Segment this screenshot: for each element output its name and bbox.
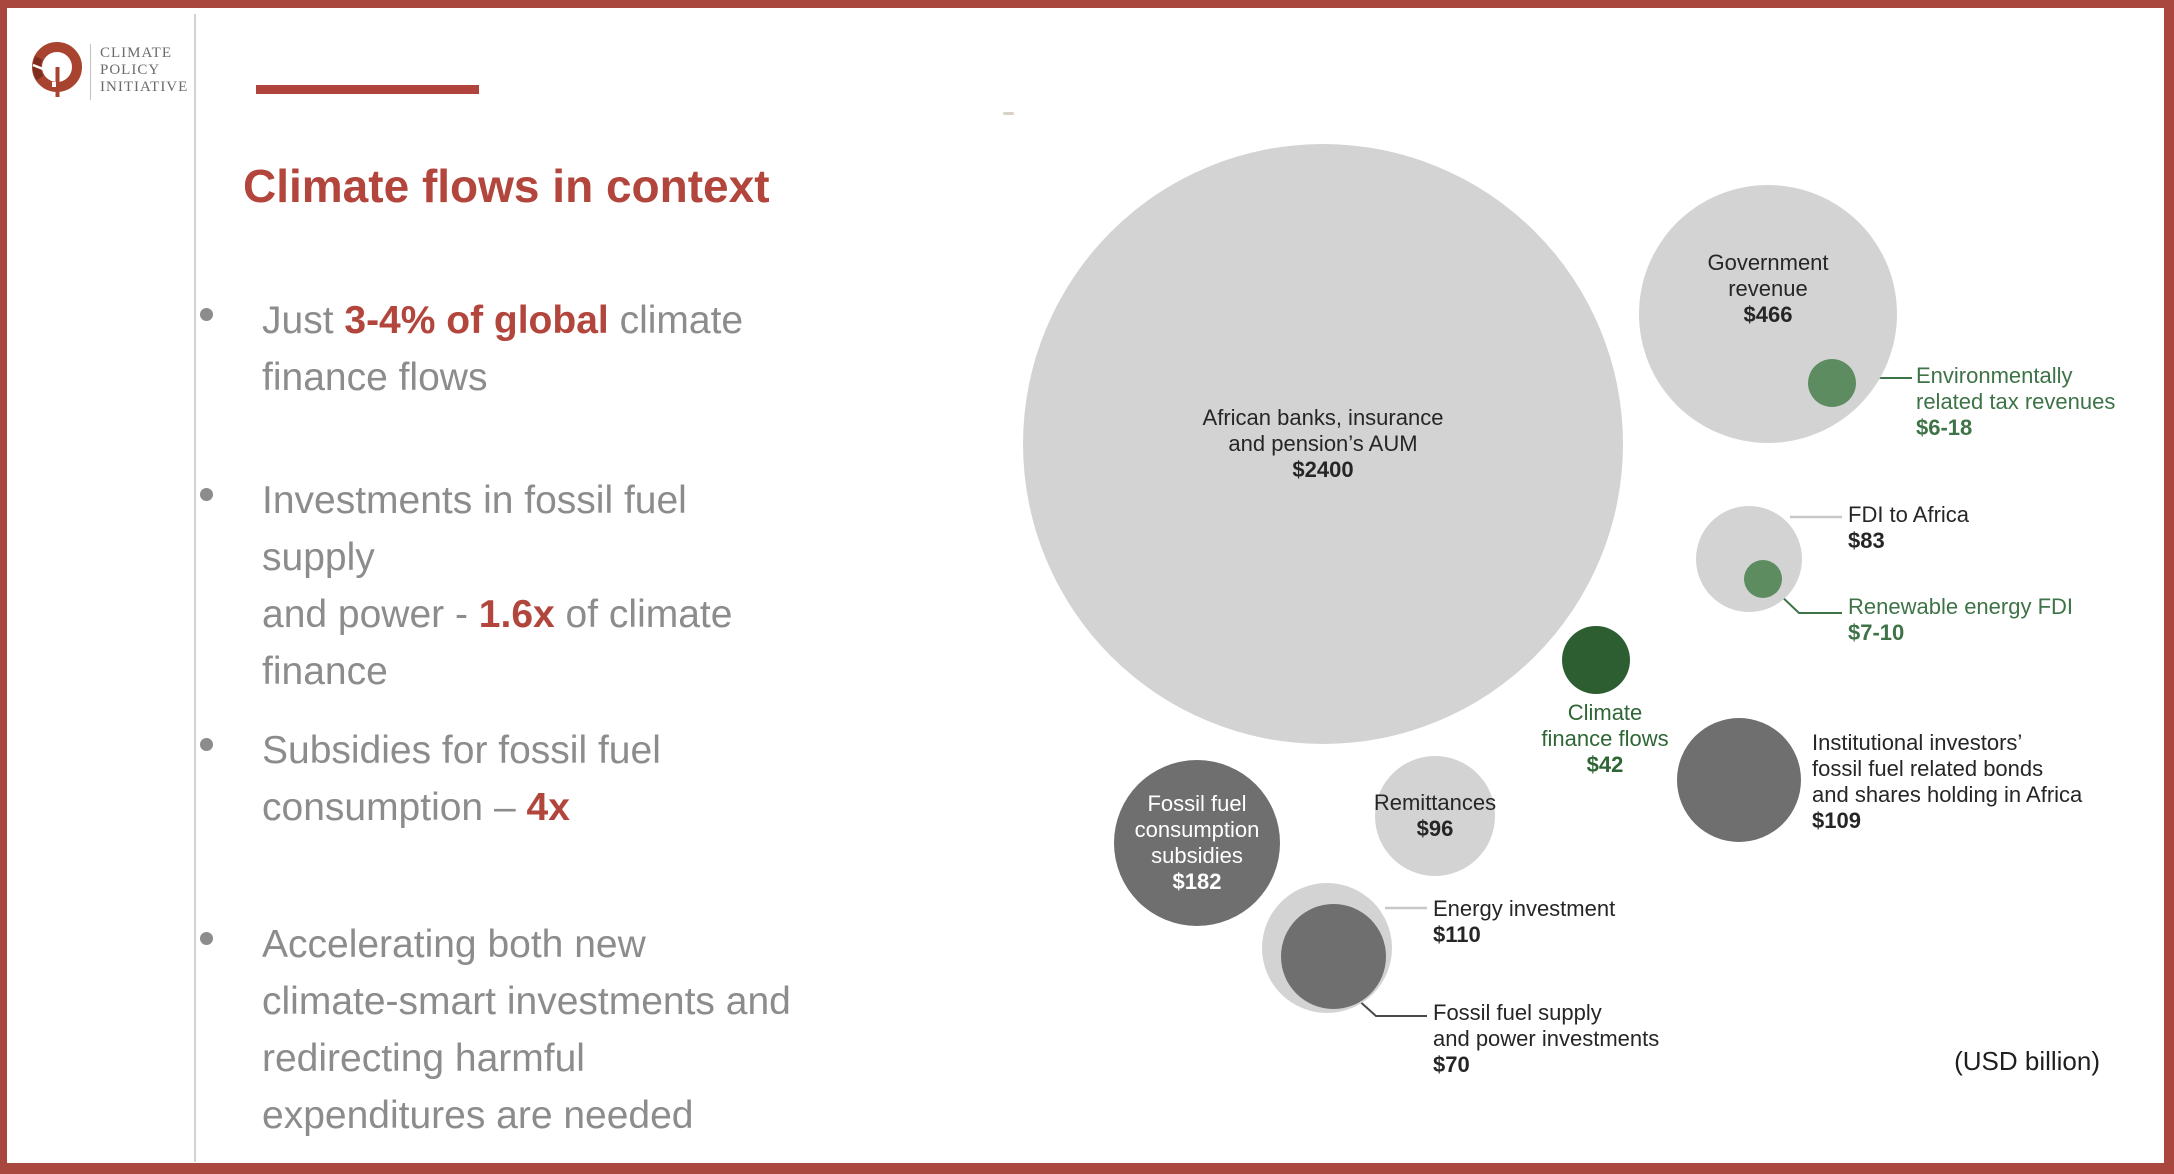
bubble-government-revenue-text: Government revenue <box>1707 250 1829 301</box>
bubble-fossil-fuel-subsidies-value: $182 <box>1172 869 1222 894</box>
bubble-government-revenue: Government revenue $466 <box>1639 185 1897 443</box>
bullet-text: Subsidies for fossil fuel consumption – … <box>262 722 800 836</box>
label-institutional-investors: Institutional investors’ fossil fuel rel… <box>1812 730 2082 834</box>
logo-line-3: INITIATIVE <box>100 79 189 95</box>
frame-right-border <box>2164 0 2174 1174</box>
logo-divider <box>90 44 91 100</box>
bubble-label: African banks, insurance and pension’s A… <box>1203 405 1444 483</box>
label-fossil-fuel-supply: Fossil fuel supply and power investments… <box>1433 1000 1659 1078</box>
frame-left-border <box>0 0 7 1174</box>
bubble-institutional-investors <box>1677 718 1801 842</box>
bullet-item-1: Just 3-4% of global climate finance flow… <box>200 292 800 406</box>
bullet-3-segment-1: Subsidies for fossil fuel consumption – <box>262 729 661 829</box>
label-fossil-fuel-supply-text: Fossil fuel supply and power investments <box>1433 1000 1660 1051</box>
bullet-4-segment-1: Accelerating both new climate-smart inve… <box>262 923 791 1137</box>
bubble-label: Remittances $96 <box>1374 790 1496 842</box>
bubble-fossil-fuel-subsidies-text: Fossil fuel consumption subsidies <box>1134 791 1260 868</box>
label-env-tax-revenues-value: $6-18 <box>1916 415 1973 440</box>
unit-note: (USD billion) <box>1954 1046 2100 1076</box>
bubble-renewable-energy-fdi <box>1744 560 1782 598</box>
bubble-remittances-value: $96 <box>1416 816 1454 841</box>
bullet-2-segment-2: of climate finance <box>262 593 733 693</box>
bubble-government-revenue-value: $466 <box>1743 302 1793 327</box>
cpi-logo-icon <box>32 42 82 97</box>
label-climate-finance-flows-text: Climate finance flows <box>1541 700 1669 751</box>
label-renewable-energy-fdi-value: $7-10 <box>1848 620 1905 645</box>
bullet-item-3: Subsidies for fossil fuel consumption – … <box>200 722 800 836</box>
bubble-remittances: Remittances $96 <box>1374 756 1496 876</box>
bullet-dot <box>200 308 213 321</box>
bullet-item-2: Investments in fossil fuel supply and po… <box>200 472 800 700</box>
bullet-1-segment-1: Just <box>262 299 345 342</box>
vertical-divider <box>194 14 196 1162</box>
bullet-dot <box>200 932 213 945</box>
frame-top-border <box>0 0 2174 8</box>
logo-line-1: CLIMATE <box>100 45 172 61</box>
bubble-remittances-text: Remittances <box>1373 790 1497 815</box>
frame-bottom-border <box>0 1163 2174 1174</box>
label-institutional-investors-value: $109 <box>1812 808 1861 833</box>
bubble-fdi-to-africa <box>1696 506 1802 612</box>
connector-fossil-supply <box>1355 997 1427 1017</box>
logo-wordmark: CLIMATE POLICY INITIATIVE <box>100 45 188 96</box>
bullet-item-4: Accelerating both new climate-smart inve… <box>200 916 800 1144</box>
bubble-african-banks-aum: African banks, insurance and pension’s A… <box>1023 144 1623 744</box>
bubble-env-tax-revenues <box>1808 359 1856 407</box>
bubble-climate-finance-flows <box>1562 626 1630 694</box>
label-energy-investment: Energy investment $110 <box>1433 896 1615 948</box>
bubble-fossil-fuel-supply <box>1281 904 1386 1009</box>
bullet-3-highlight: 4x <box>526 786 570 829</box>
label-renewable-energy-fdi-text: Renewable energy FDI <box>1848 594 2074 619</box>
bullet-2-segment-1: Investments in fossil fuel supply and po… <box>262 479 687 636</box>
bullet-text: Investments in fossil fuel supply and po… <box>262 472 800 700</box>
bubble-african-banks-aum-value: $2400 <box>1292 457 1354 482</box>
bullet-2-highlight: 1.6x <box>478 593 555 636</box>
bullet-dot <box>200 738 213 751</box>
bullet-text: Just 3-4% of global climate finance flow… <box>262 292 800 406</box>
label-institutional-investors-text: Institutional investors’ fossil fuel rel… <box>1812 730 2083 807</box>
label-energy-investment-text: Energy investment <box>1433 896 1616 921</box>
label-env-tax-revenues-text: Environmentally related tax revenues <box>1916 363 2116 414</box>
label-fossil-fuel-supply-value: $70 <box>1433 1052 1470 1077</box>
bubble-label: Government revenue $466 <box>1707 250 1828 328</box>
label-fdi-to-africa-value: $83 <box>1848 528 1885 553</box>
bubble-label: Fossil fuel consumption subsidies $182 <box>1135 791 1260 895</box>
bubble-fossil-fuel-subsidies: Fossil fuel consumption subsidies $182 <box>1114 760 1280 926</box>
title-accent-bar <box>256 85 479 94</box>
label-fdi-to-africa: FDI to Africa $83 <box>1848 502 1969 554</box>
label-renewable-energy-fdi: Renewable energy FDI $7-10 <box>1848 594 2073 646</box>
bullet-1-highlight: 3-4% of global <box>344 299 609 342</box>
label-fdi-to-africa-text: FDI to Africa <box>1848 502 1970 527</box>
label-climate-finance-flows-value: $42 <box>1586 752 1624 777</box>
bullet-dot <box>200 488 213 501</box>
page-title: Climate flows in context <box>243 159 770 212</box>
bullet-1-segment-2: climate finance flows <box>262 299 744 399</box>
bubble-african-banks-aum-text: African banks, insurance and pension’s A… <box>1202 405 1444 456</box>
label-climate-finance-flows: Climate finance flows $42 <box>1485 700 1725 778</box>
bullet-text: Accelerating both new climate-smart inve… <box>262 916 800 1144</box>
label-env-tax-revenues: Environmentally related tax revenues $6-1… <box>1916 363 2115 441</box>
label-energy-investment-value: $110 <box>1433 922 1481 947</box>
stray-mark <box>1003 112 1014 115</box>
logo-line-2: POLICY <box>100 62 161 78</box>
